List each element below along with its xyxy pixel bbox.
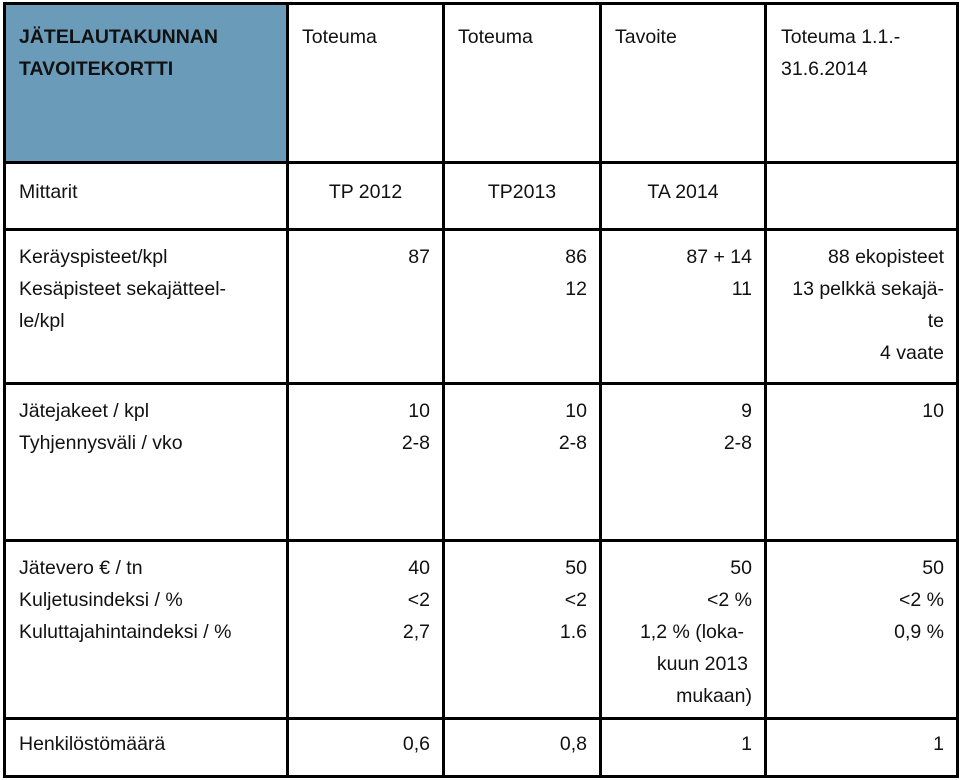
card-title-line-1: JÄTELAUTAKUNNAN (19, 26, 218, 48)
metric-label: Kuljetusindeksi / % (19, 589, 183, 611)
value: 2-8 (723, 432, 752, 454)
metric-label: Kesäpisteet sekajätteel- (19, 278, 227, 300)
subheader-row: Mittarit TP 2012 TP2013 TA 2014 (3, 161, 959, 231)
value-cell-actual-2014: 50 <2 % 0,9 % (764, 539, 959, 720)
metric-label: Tyhjennysväli / vko (19, 432, 183, 454)
subheader-col-5 (764, 161, 959, 231)
subheader-col-3: TP2013 (442, 161, 602, 231)
scorecard-table: JÄTELAUTAKUNNAN TAVOITEKORTTI Toteuma To… (3, 2, 959, 778)
value: 86 (565, 246, 587, 268)
value-cell-actual-2014: 88 ekopisteet 13 pelkkä sekajä- te 4 vaa… (764, 228, 959, 385)
metric-label: le/kpl (19, 310, 65, 332)
value-cell-tp2012: 10 2-8 (286, 382, 445, 542)
metric-labels: Jätevero € / tn Kuljetusindeksi / % Kulu… (3, 539, 289, 720)
header-col-5-line-2: 31.6.2014 (781, 58, 868, 80)
header-row: JÄTELAUTAKUNNAN TAVOITEKORTTI Toteuma To… (3, 2, 959, 164)
table-row: Keräyspisteet/kpl Kesäpisteet sekajättee… (3, 228, 959, 385)
header-col-2: Toteuma (286, 2, 445, 164)
value-cell-ta2014: 1 (599, 717, 767, 778)
value: 1.6 (559, 621, 587, 643)
value: 12 (565, 278, 587, 300)
value: 87 + 14 (686, 246, 752, 268)
value-cell-ta2014: 50 <2 % 1,2 % (loka- kuun 2013 mukaan) (599, 539, 767, 720)
header-col-5: Toteuma 1.1.- 31.6.2014 (764, 2, 959, 164)
metric-label: Henkilöstömäärä (3, 717, 289, 778)
subheader-label: Mittarit (3, 161, 289, 231)
metric-label: Jätevero € / tn (19, 557, 143, 579)
header-col-5-line-1: Toteuma 1.1.- (781, 26, 901, 48)
value: <2 % (899, 589, 944, 611)
value-cell-tp2012: 40 <2 2,7 (286, 539, 445, 720)
value: <2 (407, 589, 430, 611)
value-cell-tp2013: 10 2-8 (442, 382, 602, 542)
value: 50 (922, 557, 944, 579)
metric-label: Keräyspisteet/kpl (19, 246, 168, 268)
value-cell-ta2014: 9 2-8 (599, 382, 767, 542)
value: 2-8 (558, 432, 587, 454)
value-cell-ta2014: 87 + 14 11 (599, 228, 767, 385)
metric-labels: Keräyspisteet/kpl Kesäpisteet sekajättee… (3, 228, 289, 385)
value: 87 (408, 246, 430, 268)
card-title-line-2: TAVOITEKORTTI (19, 58, 174, 80)
table-row: Henkilöstömäärä 0,6 0,8 1 1 (3, 717, 959, 778)
card-title-cell: JÄTELAUTAKUNNAN TAVOITEKORTTI (3, 2, 289, 164)
value: 1,2 % (loka- (639, 621, 744, 643)
metric-label: Jätejakeet / kpl (19, 400, 150, 422)
value-cell-tp2013: 50 <2 1.6 (442, 539, 602, 720)
value: <2 % (707, 589, 752, 611)
table-row: Jätejakeet / kpl Tyhjennysväli / vko 10 … (3, 382, 959, 542)
value: 9 (741, 400, 752, 422)
value: 2-8 (401, 432, 430, 454)
metric-labels: Jätejakeet / kpl Tyhjennysväli / vko (3, 382, 289, 542)
metric-label: Kuluttajahintaindeksi / % (19, 621, 232, 643)
value: 50 (730, 557, 752, 579)
value: 11 (731, 278, 752, 300)
value: 10 (922, 400, 944, 422)
subheader-col-4: TA 2014 (599, 161, 767, 231)
value-cell-tp2012: 0,6 (286, 717, 445, 778)
value: 13 pelkkä sekajä- (792, 278, 944, 300)
value: 10 (408, 400, 430, 422)
value: <2 (564, 589, 587, 611)
value-cell-tp2012: 87 (286, 228, 445, 385)
value: 50 (565, 557, 587, 579)
value: 88 ekopisteet (827, 246, 944, 268)
value: 2,7 (402, 621, 430, 643)
value-cell-tp2013: 86 12 (442, 228, 602, 385)
header-col-4: Tavoite (599, 2, 767, 164)
subheader-col-2: TP 2012 (286, 161, 445, 231)
header-col-3: Toteuma (442, 2, 602, 164)
value: mukaan) (676, 685, 752, 707)
value-cell-tp2013: 0,8 (442, 717, 602, 778)
value-cell-actual-2014: 10 (764, 382, 959, 542)
value: 10 (565, 400, 587, 422)
table-row: Jätevero € / tn Kuljetusindeksi / % Kulu… (3, 539, 959, 720)
value: kuun 2013 (656, 653, 748, 675)
value-cell-actual-2014: 1 (764, 717, 959, 778)
value: 0,9 % (894, 621, 944, 643)
value: 40 (408, 557, 430, 579)
value: 4 vaate (880, 342, 944, 364)
value: te (927, 310, 944, 332)
